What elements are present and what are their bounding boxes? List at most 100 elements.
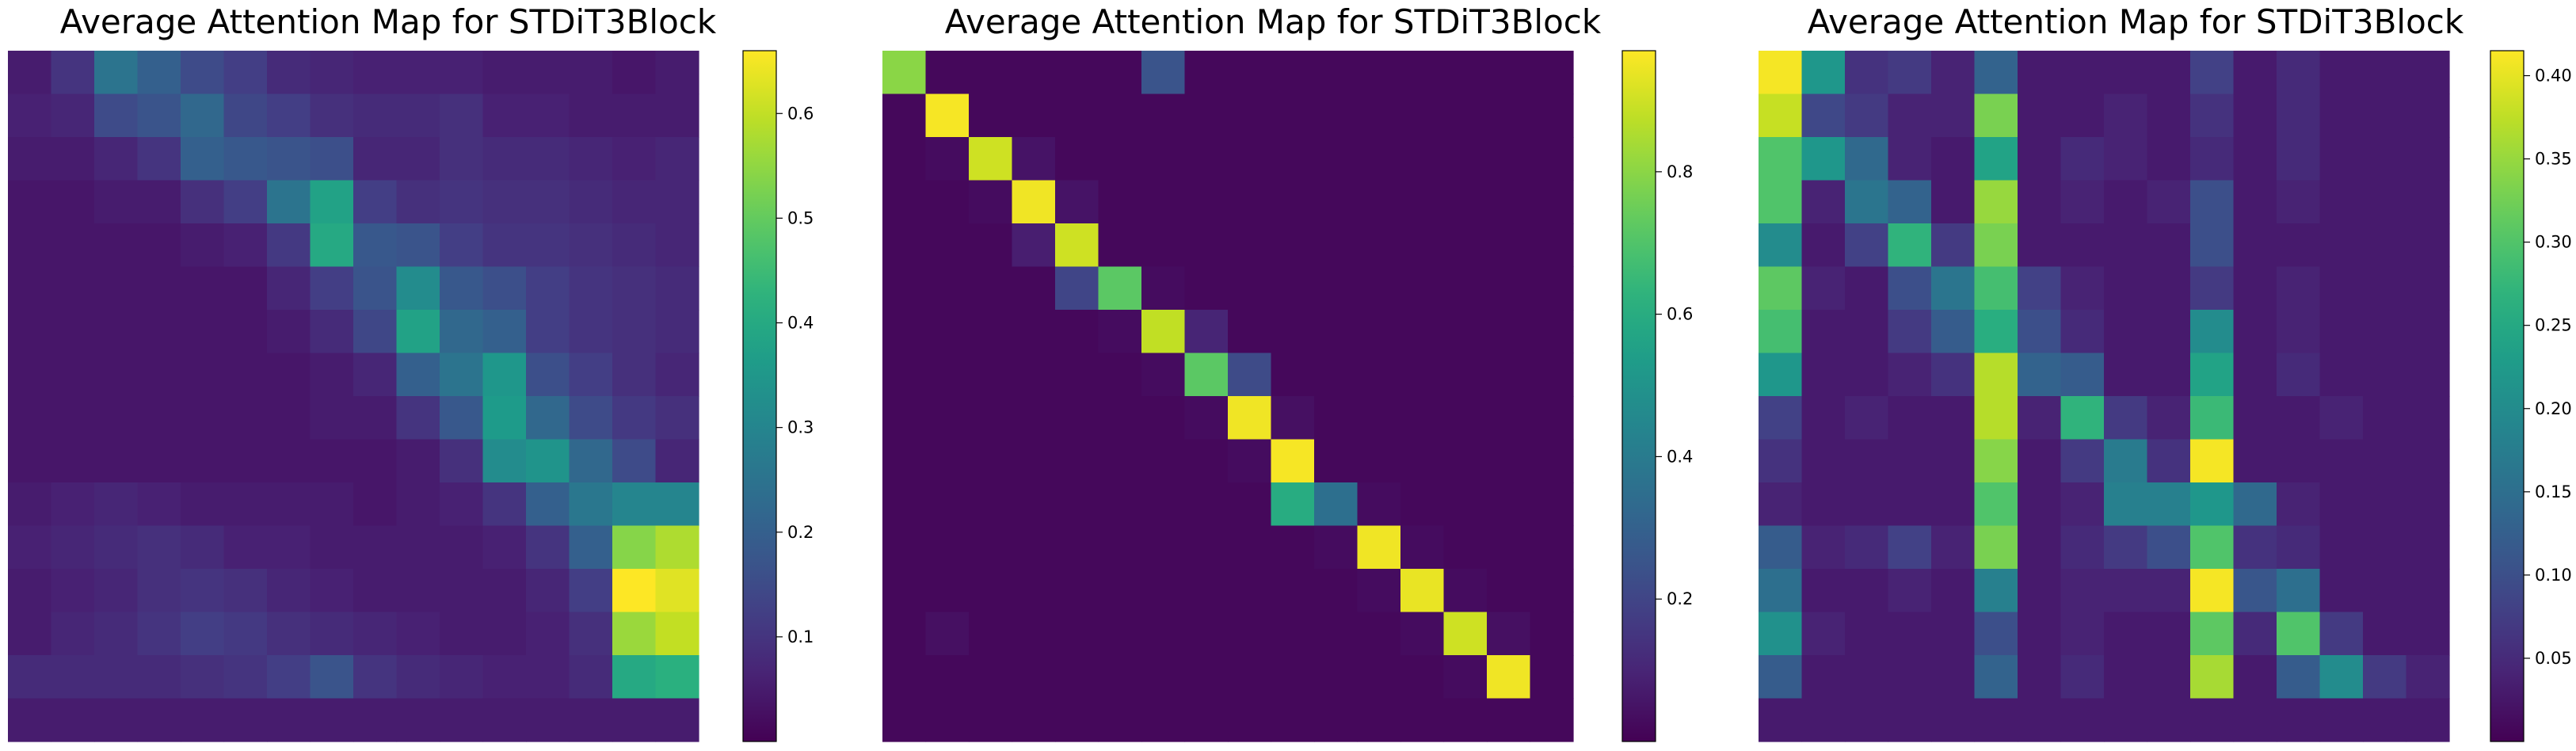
heatmap-cell	[1530, 439, 1574, 483]
heatmap-cell	[2190, 266, 2235, 311]
heatmap-cell	[2277, 266, 2321, 311]
heatmap-cell	[2104, 353, 2148, 397]
heatmap-cell	[1400, 93, 1445, 138]
heatmap-cell	[882, 525, 927, 570]
heatmap-cell	[2406, 439, 2450, 483]
heatmap-cell	[1845, 698, 1889, 742]
heatmap-cell	[1271, 137, 1315, 181]
heatmap-cell	[1801, 396, 1846, 440]
heatmap-cell	[223, 310, 268, 354]
heatmap-cell	[2319, 569, 2364, 613]
heatmap-cell	[655, 612, 699, 656]
heatmap-cell	[2406, 51, 2450, 95]
heatmap-cell	[2104, 569, 2148, 613]
heatmap-cell	[925, 310, 970, 354]
heatmap-cell	[2104, 180, 2148, 224]
heatmap-cell	[2147, 396, 2191, 440]
heatmap-cell	[1888, 698, 1932, 742]
heatmap-cell	[1228, 93, 1272, 138]
heatmap-cell	[2147, 266, 2191, 311]
heatmap-cell	[137, 525, 181, 570]
heatmap-cell	[969, 655, 1013, 700]
heatmap-cell	[1314, 698, 1358, 742]
heatmap-cell	[2104, 266, 2148, 311]
heatmap-cell	[223, 439, 268, 483]
heatmap-cell	[1530, 51, 1574, 95]
heatmap-cell	[2190, 569, 2235, 613]
heatmap-cell	[526, 396, 570, 440]
heatmap-cell	[969, 525, 1013, 570]
heatmap-cell	[2406, 137, 2450, 181]
heatmap-cell	[2018, 525, 2062, 570]
heatmap-cell	[396, 51, 440, 95]
heatmap-cell	[1974, 137, 2018, 181]
heatmap-cell	[8, 223, 52, 268]
heatmap-cell	[1400, 396, 1445, 440]
heatmap-cell	[2104, 51, 2148, 95]
heatmap-cell	[1845, 569, 1889, 613]
heatmap-cell	[1271, 612, 1315, 656]
heatmap-cell	[569, 655, 613, 700]
heatmap-cell	[1228, 612, 1272, 656]
heatmap-cell	[353, 353, 398, 397]
heatmap-cell	[1400, 439, 1445, 483]
heatmap-cell	[1184, 353, 1229, 397]
heatmap-cell	[1888, 137, 1932, 181]
heatmap-cell	[2363, 223, 2407, 268]
heatmap-cell	[51, 396, 95, 440]
heatmap-cell	[569, 180, 613, 224]
heatmap-cell	[2104, 223, 2148, 268]
heatmap-cell	[2190, 698, 2235, 742]
heatmap-cell	[612, 93, 657, 138]
heatmap-cell	[1184, 525, 1229, 570]
heatmap-cell	[1443, 482, 1488, 527]
heatmap-cell	[1487, 51, 1531, 95]
heatmap-cell	[1228, 482, 1272, 527]
colorbar-tick-label: 0.3	[787, 418, 814, 437]
heatmap-cell	[1974, 698, 2018, 742]
heatmap-cell	[1530, 353, 1574, 397]
heatmap-cell	[2018, 569, 2062, 613]
heatmap-cell	[2363, 612, 2407, 656]
heatmap-cell	[51, 569, 95, 613]
heatmap-cell	[1055, 223, 1099, 268]
heatmap-cell	[569, 698, 613, 742]
heatmap-cell	[526, 266, 570, 311]
heatmap-cell	[612, 396, 657, 440]
heatmap-cell	[882, 180, 927, 224]
heatmap-cell	[396, 525, 440, 570]
heatmap-cell	[440, 396, 484, 440]
heatmap-cell	[1271, 698, 1315, 742]
heatmap-cell	[2277, 93, 2321, 138]
heatmap-cell	[223, 266, 268, 311]
heatmap-cell	[94, 569, 139, 613]
heatmap-cell	[1098, 180, 1142, 224]
heatmap-cell	[1530, 93, 1574, 138]
heatmap-cell	[969, 698, 1013, 742]
heatmap-cell	[655, 525, 699, 570]
heatmap-cell	[1845, 439, 1889, 483]
heatmap-cell	[310, 310, 354, 354]
heatmap-cell	[267, 569, 311, 613]
heatmap-cell	[1931, 137, 1976, 181]
heatmap-cell	[223, 180, 268, 224]
heatmap-cell	[1487, 137, 1531, 181]
heatmap-cell	[8, 93, 52, 138]
heatmap-cell	[2277, 569, 2321, 613]
heatmap-cell	[1759, 93, 1803, 138]
heatmap-cell	[1974, 266, 2018, 311]
heatmap-cell	[267, 266, 311, 311]
heatmap-cell	[482, 310, 527, 354]
heatmap-cell	[2147, 93, 2191, 138]
heatmap-cell	[1974, 525, 2018, 570]
heatmap-cell	[2406, 310, 2450, 354]
heatmap-cell	[969, 612, 1013, 656]
heatmap-cell	[2018, 439, 2062, 483]
heatmap-cell	[396, 569, 440, 613]
heatmap-cell	[2147, 223, 2191, 268]
heatmap-cell	[1271, 93, 1315, 138]
heatmap-cell	[1314, 482, 1358, 527]
heatmap-cell	[2277, 525, 2321, 570]
heatmap-cell	[51, 223, 95, 268]
heatmap-cell	[569, 353, 613, 397]
